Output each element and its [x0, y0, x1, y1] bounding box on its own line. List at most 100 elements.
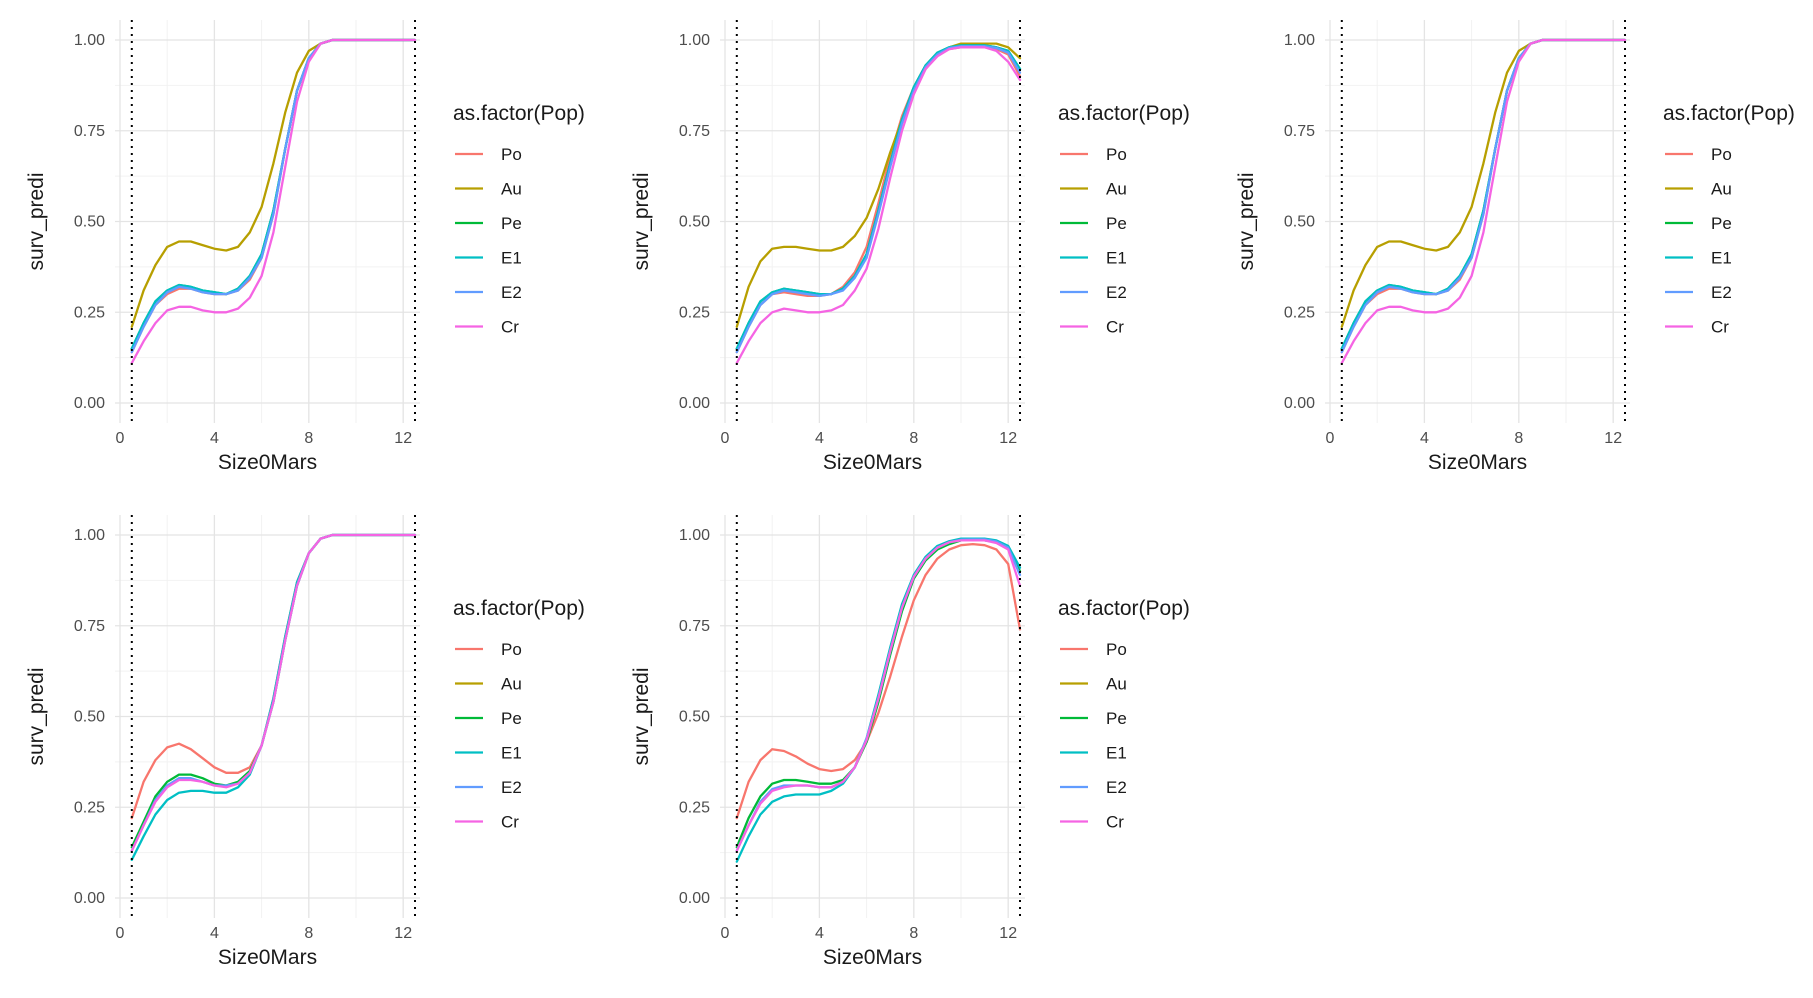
- x-tick-label: 12: [394, 925, 412, 942]
- legend-label-e2: E2: [501, 283, 522, 302]
- legend-label-cr: Cr: [1711, 318, 1729, 337]
- legend-label-cr: Cr: [1106, 813, 1124, 832]
- y-tick-label: 0.25: [679, 304, 710, 321]
- y-tick-label: 1.00: [74, 32, 105, 49]
- legend-label-e2: E2: [1711, 283, 1732, 302]
- series-line-po: [735, 46, 1022, 354]
- legend-title: as.factor(Pop): [453, 102, 585, 125]
- y-tick-label: 0.75: [74, 123, 105, 140]
- series-line-po: [130, 38, 417, 354]
- x-tick-label: 8: [909, 430, 918, 447]
- x-axis-title: Size0Mars: [1428, 451, 1527, 474]
- x-tick-label: 8: [304, 925, 313, 942]
- series-line-cr: [130, 533, 417, 852]
- legend-label-au: Au: [1711, 180, 1732, 199]
- series-line-pe: [1340, 38, 1627, 350]
- legend-label-cr: Cr: [1106, 318, 1124, 337]
- legend-label-e1: E1: [1711, 249, 1732, 268]
- series-line-pe: [130, 533, 417, 849]
- series-line-po: [1340, 38, 1627, 354]
- x-tick-label: 0: [116, 430, 125, 447]
- series-line-au: [735, 42, 1022, 328]
- legend-label-au: Au: [501, 675, 522, 694]
- y-tick-label: 1.00: [74, 527, 105, 544]
- y-tick-label: 0.50: [679, 214, 710, 231]
- x-tick-label: 12: [1604, 430, 1622, 447]
- legend-label-e1: E1: [501, 744, 522, 763]
- legend-label-pe: Pe: [1106, 214, 1127, 233]
- series-line-cr: [130, 38, 417, 365]
- x-axis-title: Size0Mars: [823, 451, 922, 474]
- x-tick-label: 4: [1420, 430, 1429, 447]
- legend-label-pe: Pe: [1711, 214, 1732, 233]
- legend-label-cr: Cr: [501, 318, 519, 337]
- y-tick-label: 0.75: [1284, 123, 1315, 140]
- x-tick-label: 0: [721, 925, 730, 942]
- series-line-cr: [1340, 38, 1627, 365]
- series-line-cr: [735, 539, 1022, 852]
- legend-label-po: Po: [501, 145, 522, 164]
- x-tick-label: 0: [116, 925, 125, 942]
- legend-label-po: Po: [1711, 145, 1732, 164]
- y-tick-label: 0.25: [74, 304, 105, 321]
- legend-label-po: Po: [1106, 145, 1127, 164]
- chart-panel-2: 0 4 8 12 0.00 0.25 0.50 0.75 1.00 Size0Mars surv_p…: [630, 20, 1190, 474]
- legend-title: as.factor(Pop): [453, 597, 585, 620]
- y-tick-label: 1.00: [679, 32, 710, 49]
- legend-label-au: Au: [501, 180, 522, 199]
- y-tick-label: 0.00: [679, 395, 710, 412]
- legend-label-e1: E1: [501, 249, 522, 268]
- y-tick-label: 1.00: [679, 527, 710, 544]
- legend-label-e2: E2: [501, 778, 522, 797]
- y-tick-label: 0.50: [679, 709, 710, 726]
- y-tick-label: 0.50: [74, 709, 105, 726]
- legend-label-e1: E1: [1106, 249, 1127, 268]
- legend-label-au: Au: [1106, 180, 1127, 199]
- x-tick-label: 12: [394, 430, 412, 447]
- chart-panel-4: 0 4 8 12 0.00 0.25 0.50 0.75 1.00 Size0Mars surv_p…: [25, 515, 585, 969]
- y-tick-label: 0.75: [74, 618, 105, 635]
- x-tick-label: 4: [210, 925, 219, 942]
- legend-label-po: Po: [1106, 640, 1127, 659]
- series-line-pe: [735, 44, 1022, 350]
- legend-label-cr: Cr: [501, 813, 519, 832]
- legend-label-pe: Pe: [1106, 709, 1127, 728]
- x-tick-label: 8: [304, 430, 313, 447]
- series-line-e1: [735, 44, 1022, 350]
- y-tick-label: 0.00: [74, 395, 105, 412]
- x-tick-label: 0: [721, 430, 730, 447]
- y-tick-label: 0.75: [679, 618, 710, 635]
- series-line-e2: [1340, 38, 1627, 354]
- legend-label-pe: Pe: [501, 709, 522, 728]
- y-axis-title: surv_predi: [1235, 172, 1258, 270]
- y-tick-label: 0.25: [74, 799, 105, 816]
- y-tick-label: 0.50: [74, 214, 105, 231]
- chart-panel-5: 0 4 8 12 0.00 0.25 0.50 0.75 1.00 Size0Mars surv_p…: [630, 515, 1190, 969]
- legend-label-e1: E1: [1106, 744, 1127, 763]
- legend-label-e2: E2: [1106, 283, 1127, 302]
- x-tick-label: 8: [909, 925, 918, 942]
- series-line-au: [130, 38, 417, 328]
- legend-title: as.factor(Pop): [1663, 102, 1795, 125]
- legend-label-pe: Pe: [501, 214, 522, 233]
- legend-title: as.factor(Pop): [1058, 102, 1190, 125]
- y-tick-label: 0.75: [679, 123, 710, 140]
- y-axis-title: surv_predi: [25, 172, 48, 270]
- y-tick-label: 0.00: [679, 890, 710, 907]
- y-tick-label: 0.25: [1284, 304, 1315, 321]
- series-line-e1: [1340, 38, 1627, 350]
- legend-label-au: Au: [1106, 675, 1127, 694]
- x-tick-label: 4: [815, 925, 824, 942]
- series-line-e1: [130, 38, 417, 350]
- y-tick-label: 0.25: [679, 799, 710, 816]
- series-line-cr: [735, 46, 1022, 365]
- x-tick-label: 0: [1326, 430, 1335, 447]
- y-tick-label: 0.00: [1284, 395, 1315, 412]
- legend-title: as.factor(Pop): [1058, 597, 1190, 620]
- y-tick-label: 1.00: [1284, 32, 1315, 49]
- x-tick-label: 4: [210, 430, 219, 447]
- series-line-po: [735, 542, 1022, 820]
- x-tick-label: 4: [815, 430, 824, 447]
- y-axis-title: surv_predi: [630, 667, 653, 765]
